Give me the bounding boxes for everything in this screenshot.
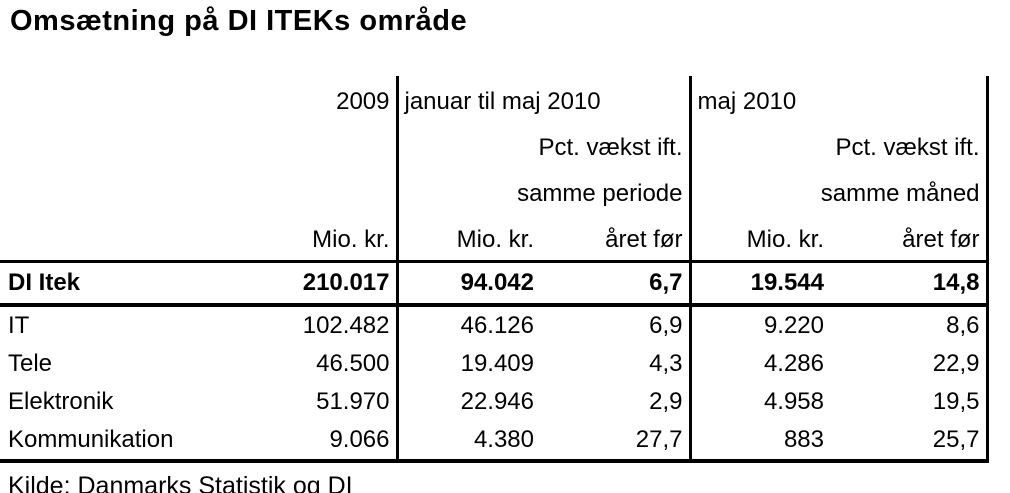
row-label: Elektronik [8, 388, 114, 415]
col-group-2009: 2009 [200, 76, 399, 122]
row-label: DI Itek [0, 260, 200, 307]
table-row: Elektronik 51.970 22.946 2,9 4.958 19,5 [0, 383, 989, 421]
table-row: IT 102.482 46.126 6,9 9.220 8,6 [0, 305, 989, 345]
cell-maj-vaekst: 14,8 [830, 260, 989, 307]
subheader-aaret-foer-jan-maj: året før [540, 214, 692, 262]
cell-maj-mio: 9.220 [763, 312, 824, 339]
table-row-total: DI Itek 210.017 94.042 6,7 19.544 14,8 [0, 260, 989, 307]
cell-jan-maj-vaekst: 2,9 [540, 383, 692, 421]
row-label: Tele [8, 350, 53, 377]
subheader-aaret-foer-maj: året før [830, 214, 989, 262]
cell-2009-mio: 102.482 [200, 305, 399, 345]
cell-2009-mio: 210.017 [200, 260, 399, 307]
cell-jan-maj-vaekst: 6,7 [540, 260, 692, 307]
cell-jan-maj-mio: 22.946 [460, 388, 534, 415]
header-spacer [200, 122, 399, 168]
table-row: Tele 46.500 19.409 4,3 4.286 22,9 [0, 345, 989, 383]
table-row: Kommunikation 9.066 4.380 27,7 883 25,7 [0, 421, 989, 463]
revenue-table: 2009 januar til maj 2010 maj 2010 Pct. v… [0, 76, 989, 463]
subheader-mio-kr-maj: Mio. kr. [746, 226, 824, 253]
cell-2009-mio: 46.500 [200, 345, 399, 383]
header-row-units: Mio. kr. Mio. kr. året før Mio. kr. året… [0, 214, 989, 262]
cell-jan-maj-mio: 4.380 [397, 421, 540, 463]
cell-maj-vaekst: 19,5 [830, 383, 989, 421]
col-group-jan-maj-2010: januar til maj 2010 [397, 76, 692, 122]
subheader-samme-periode: samme periode [397, 168, 692, 214]
cell-jan-maj-vaekst: 4,3 [540, 345, 692, 383]
cell-maj-mio: 19.544 [690, 260, 830, 307]
header-row-pct-vaekst: Pct. vækst ift. Pct. vækst ift. [0, 122, 989, 168]
cell-maj-mio: 4.958 [763, 388, 824, 415]
header-spacer [0, 168, 200, 214]
cell-maj-mio: 4.286 [763, 350, 824, 377]
cell-2009-mio: 51.970 [200, 383, 399, 421]
page-title: Omsætning på DI ITEKs område [10, 5, 468, 37]
subheader-samme-maaned: samme måned [690, 168, 989, 214]
cell-jan-maj-mio: 19.409 [460, 350, 534, 377]
subheader-mio-kr-2009: Mio. kr. [200, 214, 399, 262]
table-body: DI Itek 210.017 94.042 6,7 19.544 14,8 I… [0, 260, 989, 463]
cell-jan-maj-mio: 46.126 [460, 312, 534, 339]
source-note: Kilde: Danmarks Statistik og DI [8, 472, 353, 493]
row-label: IT [8, 312, 30, 339]
header-row-groups: 2009 januar til maj 2010 maj 2010 [0, 76, 989, 122]
cell-jan-maj-mio: 94.042 [397, 260, 540, 307]
cell-jan-maj-vaekst: 6,9 [540, 305, 692, 345]
header-spacer [0, 214, 200, 262]
cell-maj-vaekst: 25,7 [830, 421, 989, 463]
header-spacer [200, 168, 399, 214]
col-group-maj-2010: maj 2010 [690, 76, 989, 122]
cell-jan-maj-vaekst: 27,7 [540, 421, 692, 463]
subheader-mio-kr-jan-maj: Mio. kr. [456, 226, 534, 253]
subheader-pct-vaekst-maj: Pct. vækst ift. [690, 122, 989, 168]
header-spacer [0, 122, 200, 168]
subheader-pct-vaekst-jan-maj: Pct. vækst ift. [397, 122, 692, 168]
header-row-periode: samme periode samme måned [0, 168, 989, 214]
cell-maj-vaekst: 8,6 [830, 305, 989, 345]
cell-maj-vaekst: 22,9 [830, 345, 989, 383]
cell-maj-mio: 883 [690, 421, 830, 463]
row-label: Kommunikation [0, 421, 200, 463]
header-spacer [0, 76, 200, 122]
cell-2009-mio: 9.066 [200, 421, 399, 463]
table-header: 2009 januar til maj 2010 maj 2010 Pct. v… [0, 76, 989, 262]
